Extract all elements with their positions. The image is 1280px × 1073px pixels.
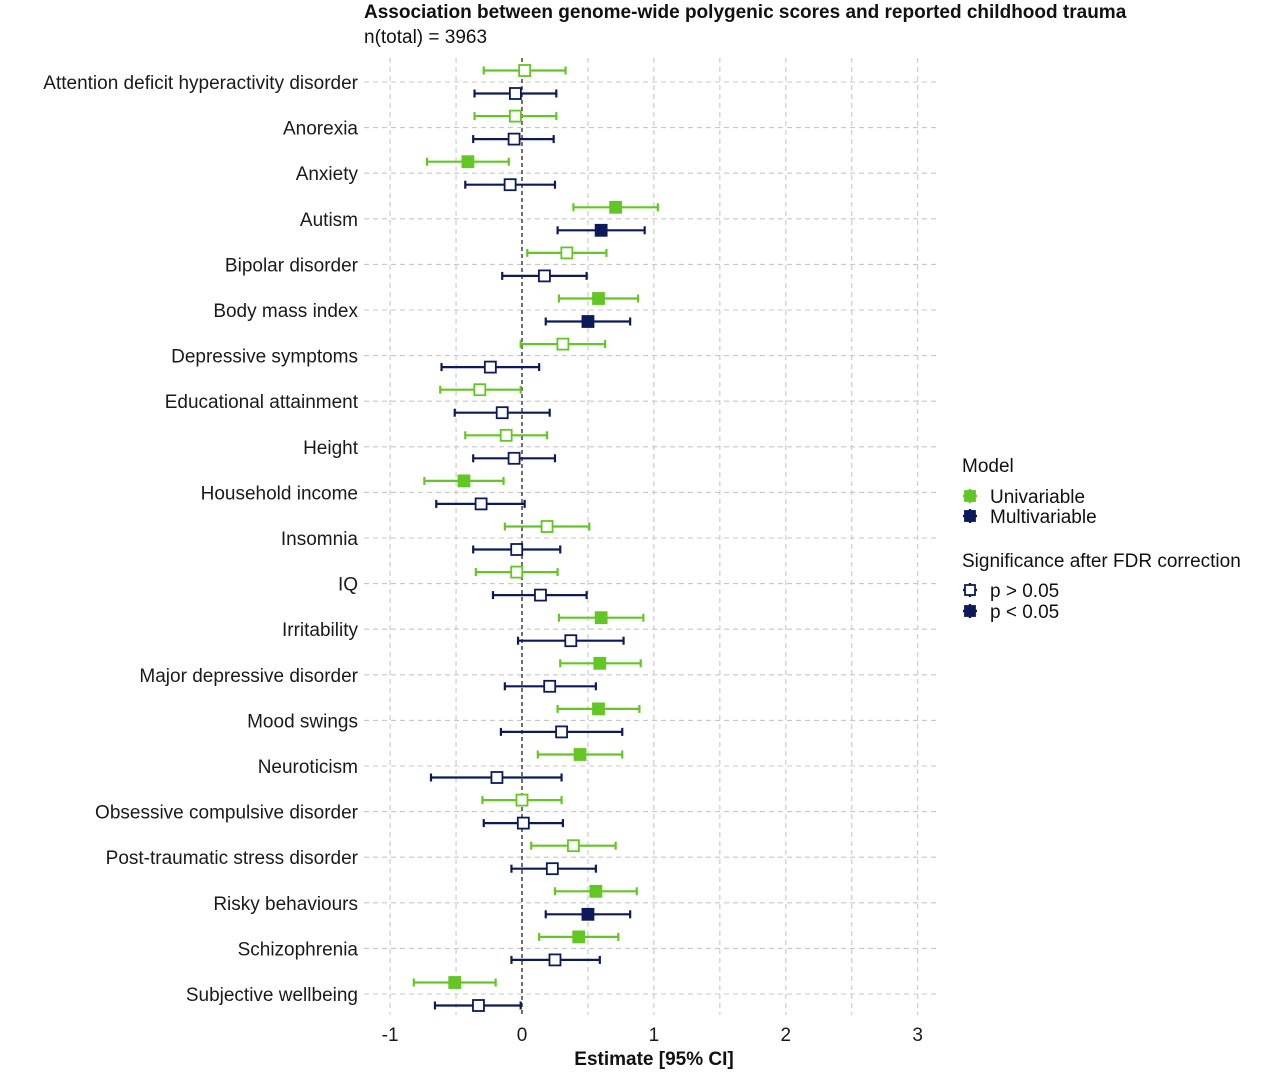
univariable-estimate-point	[510, 565, 524, 579]
legend-key-square	[964, 510, 976, 522]
multivariable-estimate-point	[534, 588, 547, 602]
category-label: Irritability	[282, 620, 359, 641]
legend-key-square	[964, 490, 976, 502]
multivariable-estimate-point	[490, 771, 504, 784]
legend-item-not-significant	[963, 583, 977, 597]
chart-title: Association between genome-wide polygeni…	[364, 2, 1127, 23]
legend-significance-title: Significance after FDR correction	[962, 551, 1241, 572]
multivariable-estimate-point	[503, 178, 517, 192]
x-tick-label: 3	[912, 1025, 923, 1046]
multivariable-estimate-point	[594, 223, 608, 237]
univariable-estimate-point	[589, 884, 603, 898]
univariable-estimate-point	[515, 793, 529, 807]
category-label: Educational attainment	[165, 392, 359, 413]
category-label: Insomnia	[281, 529, 359, 550]
x-tick-label: 2	[781, 1025, 792, 1046]
category-label: Anorexia	[283, 119, 358, 140]
multivariable-estimate-point	[510, 543, 524, 556]
category-label: Schizophrenia	[238, 939, 359, 960]
multivariable-estimate-point	[472, 999, 485, 1012]
multivariable-estimate-point	[507, 451, 521, 465]
univariable-estimate-point	[518, 64, 532, 77]
multivariable-estimate-point	[483, 360, 497, 374]
category-label: Obsessive compulsive disorder	[95, 803, 359, 824]
multivariable-estimate-point	[543, 679, 557, 693]
multivariable-estimate-point	[564, 634, 578, 648]
category-label: Household income	[201, 483, 358, 504]
legend-model-title: Model	[962, 456, 1014, 477]
x-tick-label: -1	[382, 1025, 399, 1046]
multivariable-estimate-point	[495, 406, 509, 420]
category-label: Subjective wellbeing	[186, 985, 358, 1006]
legend-univariable-label: Univariable	[990, 487, 1085, 508]
x-axis-title: Estimate [95% CI]	[574, 1049, 733, 1070]
legend-item-significant	[963, 604, 977, 618]
category-label: Risky behaviours	[213, 894, 358, 915]
univariable-estimate-point	[448, 976, 462, 989]
univariable-estimate-point	[461, 155, 475, 169]
legend: Model Univariable Multivariable Signific…	[962, 456, 1241, 623]
multivariable-estimate-point	[581, 315, 595, 328]
legend-significant-label: p < 0.05	[990, 602, 1059, 623]
univariable-estimate-point	[457, 474, 471, 488]
category-label: Autism	[300, 210, 358, 231]
univariable-estimate-point	[499, 428, 513, 442]
x-tick-label: 0	[517, 1025, 528, 1046]
legend-item-multivariable	[963, 509, 977, 523]
univariable-estimate-point	[592, 292, 605, 305]
category-label: Major depressive disorder	[139, 666, 358, 687]
category-label: Anxiety	[296, 164, 359, 185]
univariable-estimate-point	[593, 656, 607, 670]
univariable-estimate-point	[509, 109, 522, 123]
x-axis-ticks: -1 0 1 2 3	[382, 1025, 923, 1046]
legend-key-square	[964, 584, 976, 596]
series-marks	[412, 64, 659, 1012]
category-label: IQ	[338, 575, 358, 596]
univariable-estimate-point	[567, 839, 580, 853]
univariable-estimate-point	[592, 702, 605, 716]
multivariable-estimate-point	[581, 907, 595, 921]
legend-key-square	[964, 605, 976, 617]
chart-subtitle: n(total) = 3963	[364, 27, 487, 48]
multivariable-estimate-point	[545, 862, 559, 876]
multivariable-estimate-point	[507, 132, 521, 146]
univariable-estimate-point	[573, 748, 587, 761]
category-label: Height	[303, 438, 359, 459]
category-label: Depressive symptoms	[171, 347, 358, 368]
legend-item-univariable	[963, 489, 977, 503]
category-label: Bipolar disorder	[225, 255, 359, 276]
grid	[364, 58, 940, 1015]
univariable-estimate-point	[609, 200, 623, 214]
univariable-estimate-point	[540, 520, 554, 533]
univariable-estimate-point	[473, 383, 487, 397]
multivariable-estimate-point	[516, 816, 530, 830]
multivariable-estimate-point	[538, 269, 551, 283]
multivariable-estimate-point	[509, 87, 522, 100]
multivariable-estimate-point	[548, 953, 562, 967]
category-label: Mood swings	[247, 711, 358, 732]
category-label: Body mass index	[213, 301, 358, 322]
univariable-estimate-point	[556, 337, 570, 351]
category-label: Attention deficit hyperactivity disorder	[43, 73, 358, 94]
legend-multivariable-label: Multivariable	[990, 507, 1097, 528]
multivariable-estimate-point	[474, 497, 488, 511]
category-label: Neuroticism	[258, 757, 358, 778]
y-axis-labels: Attention deficit hyperactivity disorder…	[43, 73, 358, 1006]
category-label: Post-traumatic stress disorder	[106, 848, 359, 869]
univariable-estimate-point	[594, 611, 608, 625]
legend-not-significant-label: p > 0.05	[990, 581, 1059, 602]
univariable-estimate-point	[560, 246, 574, 260]
x-tick-label: 1	[649, 1025, 660, 1046]
multivariable-estimate-point	[555, 725, 568, 739]
univariable-estimate-point	[572, 930, 586, 944]
